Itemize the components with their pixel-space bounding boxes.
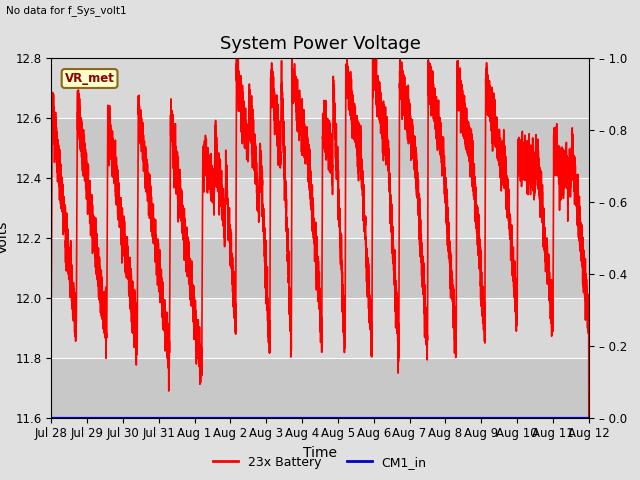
23x Battery	[583, 312, 591, 318]
Bar	[51, 58, 589, 118]
Y-axis label: Volts: Volts	[0, 221, 10, 254]
X-axis label: Time: Time	[303, 446, 337, 460]
Title: System Power Voltage: System Power Voltage	[220, 35, 420, 53]
CM1_in	[157, 415, 164, 420]
CM1_in	[163, 415, 170, 420]
CM1_in	[394, 415, 402, 420]
23x Battery	[163, 341, 170, 347]
Bar	[51, 178, 589, 238]
CM1_in	[470, 415, 478, 420]
23x Battery	[248, 165, 256, 171]
23x Battery	[47, 310, 55, 316]
Bar	[51, 238, 589, 298]
23x Battery	[394, 355, 402, 360]
CM1_in	[248, 415, 256, 420]
23x Battery	[157, 280, 164, 286]
Text: No data for f_Sys_volt1: No data for f_Sys_volt1	[6, 5, 127, 16]
23x Battery	[369, 44, 377, 50]
Legend: 23x Battery, CM1_in: 23x Battery, CM1_in	[208, 451, 432, 474]
23x Battery	[585, 415, 593, 420]
CM1_in	[583, 415, 591, 420]
Bar	[51, 298, 589, 358]
Line: 23x Battery: 23x Battery	[51, 47, 589, 418]
Bar	[51, 358, 589, 418]
23x Battery	[470, 197, 478, 203]
Bar	[51, 118, 589, 178]
CM1_in	[47, 415, 55, 420]
CM1_in	[585, 415, 593, 420]
Text: VR_met: VR_met	[65, 72, 115, 85]
